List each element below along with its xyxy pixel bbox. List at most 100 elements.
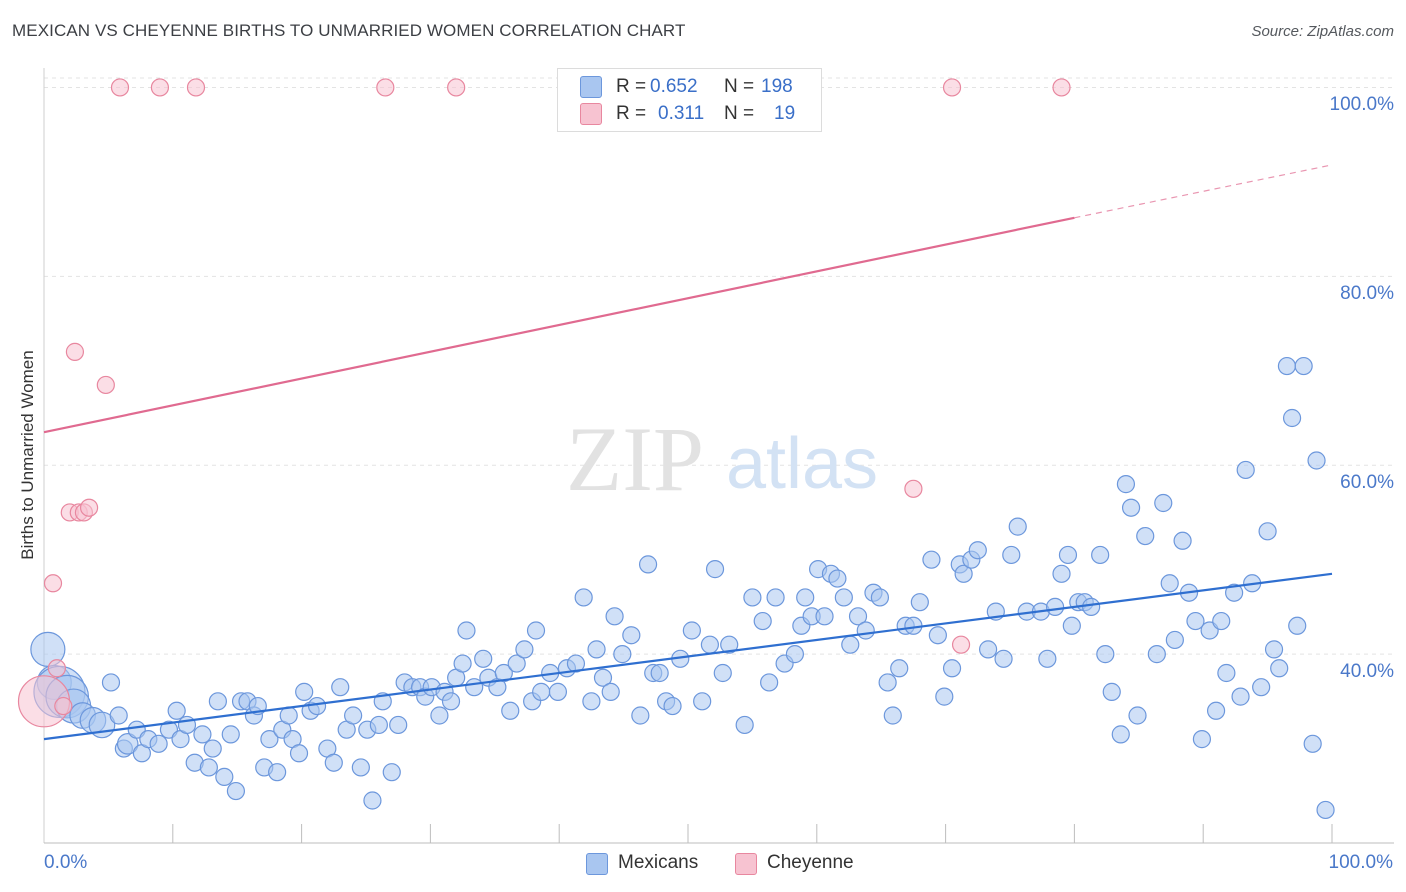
mexicans-point [1038,649,1057,668]
mexicans-point [622,626,641,645]
mexicans-point [870,588,890,607]
mexicans-point [453,654,472,673]
mexicans-point [631,706,650,725]
r-label: R = [616,103,647,124]
mexicans-point [1307,451,1326,470]
mexicans-point [1160,574,1179,593]
mexicans-point [587,640,606,659]
mexicans-point [693,692,712,711]
mexicans-point [663,696,682,716]
mexicans-point [268,763,287,782]
chart-source: Source: ZipAtlas.com [1251,23,1394,40]
mexicans-point [430,706,449,725]
mexicans-point [532,682,551,701]
mexicans-point [1231,687,1250,706]
mexicans-point [766,588,785,607]
x-tick-label-min: 0.0% [44,852,88,873]
cheyenne-point [376,78,395,97]
mexicans-point [507,654,526,673]
cheyenne-r-value: 0.311 [658,103,705,124]
mexicans-point [101,673,121,692]
chart-title: MEXICAN VS CHEYENNE BIRTHS TO UNMARRIED … [12,21,686,40]
mexicans-point [474,649,493,668]
mexicans-point [785,645,805,664]
mexicans-point [1165,630,1184,650]
n-label: N = [724,103,755,124]
mexicans-point [566,654,586,673]
mexicans-point [700,635,719,654]
mexicans-point [856,621,875,640]
cheyenne-legend-label: Cheyenne [767,852,854,873]
cheyenne-point [942,78,962,97]
mexicans-point [705,560,725,579]
mexicans-point [582,692,601,711]
mexicans-point [1264,640,1284,659]
mexicans-point [1186,611,1205,631]
mexicans-point [548,682,568,701]
mexicans-point [968,541,987,560]
mexicans-point [1212,611,1231,631]
cheyenne-point [447,78,466,97]
mexicans-point [149,734,168,753]
mexicans-point [1288,616,1307,635]
mexicans-point [890,659,909,678]
cheyenne-n-value: 19 [774,103,796,124]
mexicans-point [574,588,593,607]
mexicans-point [1316,800,1335,820]
mexicans-point [1277,356,1297,376]
mexicans-point [215,767,234,786]
mexicans-point [1052,564,1071,583]
mexicans-point [1154,493,1173,513]
mexicans-point [638,555,658,574]
cheyenne-points [17,78,1071,728]
cheyenne-point [96,375,115,395]
mexicans-point [369,715,388,735]
mexicans-point [1045,597,1065,616]
mexicans-point [815,607,834,626]
mexicans-point [221,725,240,744]
mexicans-point [713,663,732,683]
mexicans-point [226,781,246,801]
mexicans-n-value: 198 [761,76,793,97]
mexicans-point [1062,616,1081,635]
mexicans-point [1192,730,1212,749]
mexicans-point [1096,645,1115,664]
mexicans-point [650,663,669,683]
mexicans-point [1303,734,1322,753]
y-tick-label: 100.0% [1329,94,1394,116]
mexicans-point [1121,498,1141,517]
mexicans-point [116,733,139,755]
cheyenne-trend-line [43,216,1075,434]
stats-legend: R = 0.652 N = 198 R = 0.311 N = 19 [557,68,822,132]
mexicans-point [1225,583,1244,602]
mexicans-point [363,791,382,810]
watermark-zip: ZIP [566,408,704,510]
series-legend: Mexicans Cheyenne [0,851,1406,877]
y-axis-label: Births to Unmarried Women [18,350,37,560]
mexicans-point [515,640,534,659]
cheyenne-point [65,342,85,361]
r-label: R = [616,76,647,97]
trend-lines [43,164,1333,741]
mexicans-point [1217,663,1236,683]
mexicans-point [1294,356,1313,376]
mexicans-point [1252,678,1271,697]
mexicans-point [878,673,897,692]
mexicans-point [682,621,701,640]
mexicans-point [1002,545,1021,565]
mexicans-point [883,706,902,725]
mexicans-point [307,696,327,716]
cheyenne-point [904,479,923,498]
mexicans-point [1258,522,1277,541]
mexicans-legend-swatch [586,853,608,875]
mexicans-point [324,753,343,772]
mexicans-point [1173,531,1192,550]
mexicans-point [735,715,754,735]
mexicans-point [1008,517,1027,536]
mexicans-point [382,763,401,782]
mexicans-point [260,730,279,749]
mexicans-point [601,682,620,701]
mexicans-point [760,673,779,692]
mexicans-point [1282,408,1302,428]
mexicans-point [1102,682,1121,701]
